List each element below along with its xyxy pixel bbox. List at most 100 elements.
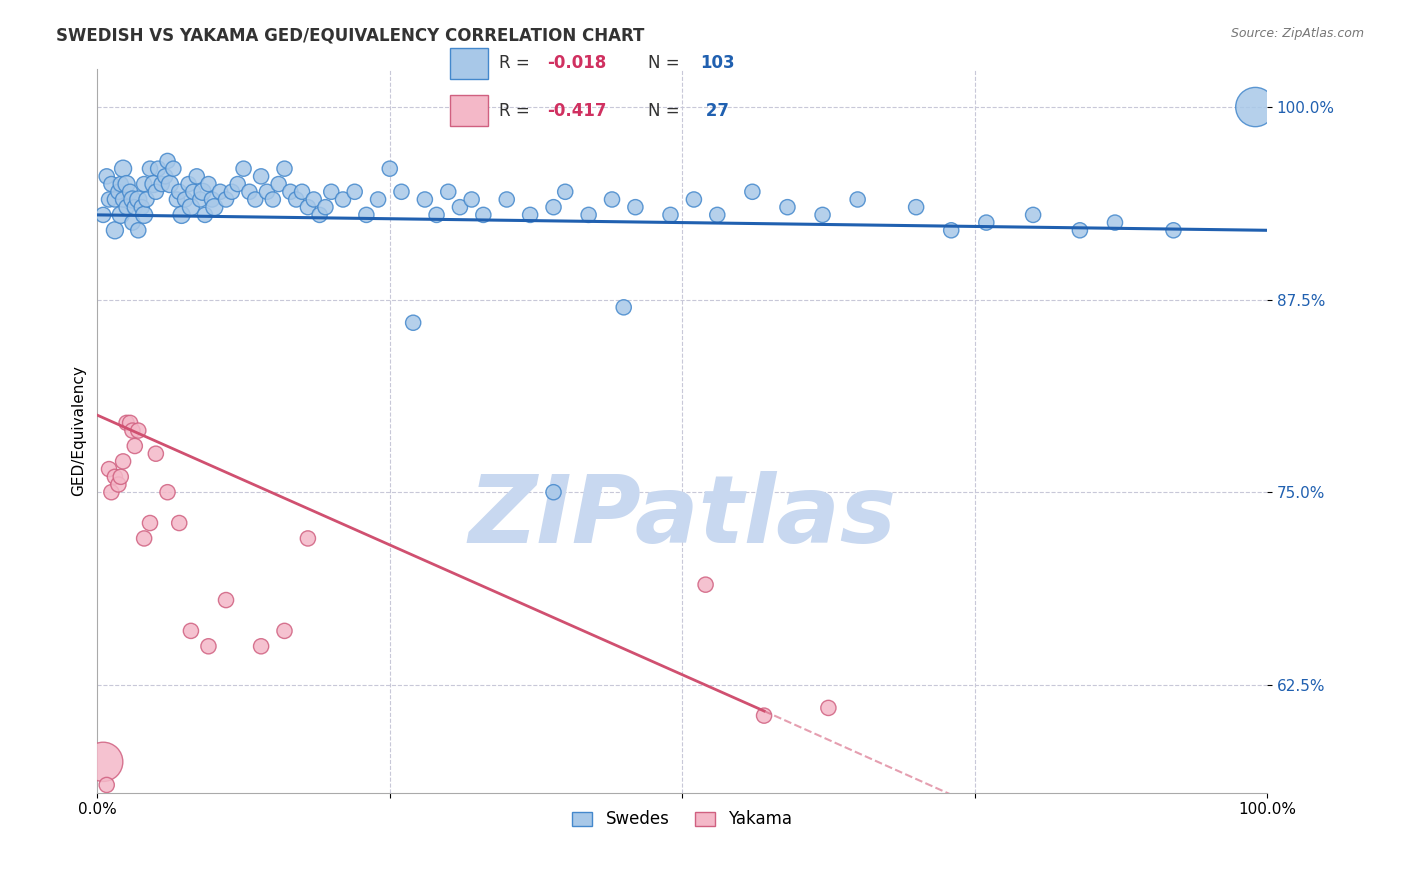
- Point: [321, 185, 343, 199]
- Point: [519, 208, 541, 222]
- Point: [297, 200, 319, 214]
- Point: [600, 193, 623, 207]
- Text: -0.018: -0.018: [547, 54, 606, 72]
- Point: [98, 462, 121, 476]
- Point: [554, 185, 576, 199]
- Point: [343, 185, 366, 199]
- Point: [110, 470, 132, 484]
- Text: SWEDISH VS YAKAMA GED/EQUIVALENCY CORRELATION CHART: SWEDISH VS YAKAMA GED/EQUIVALENCY CORREL…: [56, 27, 644, 45]
- Point: [162, 161, 184, 176]
- Point: [267, 177, 290, 191]
- Text: -0.417: -0.417: [547, 102, 607, 120]
- Y-axis label: GED/Equivalency: GED/Equivalency: [72, 365, 86, 496]
- Point: [238, 185, 260, 199]
- Point: [194, 208, 217, 222]
- Point: [174, 193, 197, 207]
- Point: [250, 169, 273, 184]
- Point: [297, 532, 319, 546]
- Point: [134, 208, 156, 222]
- Point: [817, 701, 839, 715]
- Point: [120, 185, 142, 199]
- Text: R =: R =: [499, 54, 534, 72]
- Point: [1022, 208, 1045, 222]
- Point: [91, 755, 114, 769]
- Point: [127, 223, 149, 237]
- Point: [472, 208, 495, 222]
- Point: [367, 193, 389, 207]
- Point: [91, 208, 114, 222]
- Point: [112, 454, 135, 468]
- Point: [846, 193, 869, 207]
- Point: [180, 200, 202, 214]
- Point: [115, 200, 138, 214]
- Point: [139, 516, 162, 530]
- Point: [121, 424, 143, 438]
- Point: [197, 640, 219, 654]
- Text: 103: 103: [700, 54, 734, 72]
- Point: [177, 177, 200, 191]
- Point: [356, 208, 378, 222]
- Point: [127, 424, 149, 438]
- Point: [110, 208, 132, 222]
- Point: [215, 193, 238, 207]
- Point: [115, 416, 138, 430]
- Point: [131, 200, 153, 214]
- Point: [100, 177, 122, 191]
- Point: [250, 640, 273, 654]
- Point: [226, 177, 249, 191]
- Point: [156, 485, 179, 500]
- Point: [150, 177, 173, 191]
- Point: [202, 200, 225, 214]
- Text: 27: 27: [700, 102, 728, 120]
- Point: [121, 193, 143, 207]
- Point: [188, 193, 211, 207]
- Point: [1244, 100, 1267, 114]
- Bar: [450, 48, 488, 78]
- Point: [167, 185, 190, 199]
- Point: [291, 185, 314, 199]
- Legend: Swedes, Yakama: Swedes, Yakama: [565, 804, 799, 835]
- Point: [624, 200, 647, 214]
- Point: [811, 208, 834, 222]
- Point: [1104, 216, 1126, 230]
- Point: [905, 200, 928, 214]
- Point: [332, 193, 354, 207]
- Point: [145, 185, 167, 199]
- Point: [124, 200, 146, 214]
- Point: [98, 193, 121, 207]
- Point: [145, 447, 167, 461]
- Point: [159, 177, 181, 191]
- Text: N =: N =: [648, 102, 685, 120]
- Point: [976, 216, 998, 230]
- Point: [96, 778, 118, 792]
- Point: [256, 185, 278, 199]
- Point: [135, 193, 157, 207]
- Text: R =: R =: [499, 102, 534, 120]
- Point: [120, 416, 142, 430]
- Point: [181, 185, 204, 199]
- Point: [232, 161, 254, 176]
- Point: [134, 177, 156, 191]
- Point: [191, 185, 214, 199]
- Point: [107, 477, 129, 491]
- Point: [543, 485, 565, 500]
- Point: [104, 470, 127, 484]
- Point: [752, 708, 775, 723]
- Point: [134, 532, 156, 546]
- Point: [124, 439, 146, 453]
- Point: [683, 193, 706, 207]
- Point: [1069, 223, 1091, 237]
- Point: [201, 193, 224, 207]
- Point: [449, 200, 471, 214]
- Point: [186, 169, 208, 184]
- Text: Source: ZipAtlas.com: Source: ZipAtlas.com: [1230, 27, 1364, 40]
- Point: [495, 193, 517, 207]
- Point: [613, 301, 636, 315]
- Point: [425, 208, 447, 222]
- Point: [209, 185, 232, 199]
- Point: [170, 208, 193, 222]
- Point: [180, 624, 202, 638]
- Bar: [450, 95, 488, 126]
- Point: [215, 593, 238, 607]
- Point: [695, 577, 717, 591]
